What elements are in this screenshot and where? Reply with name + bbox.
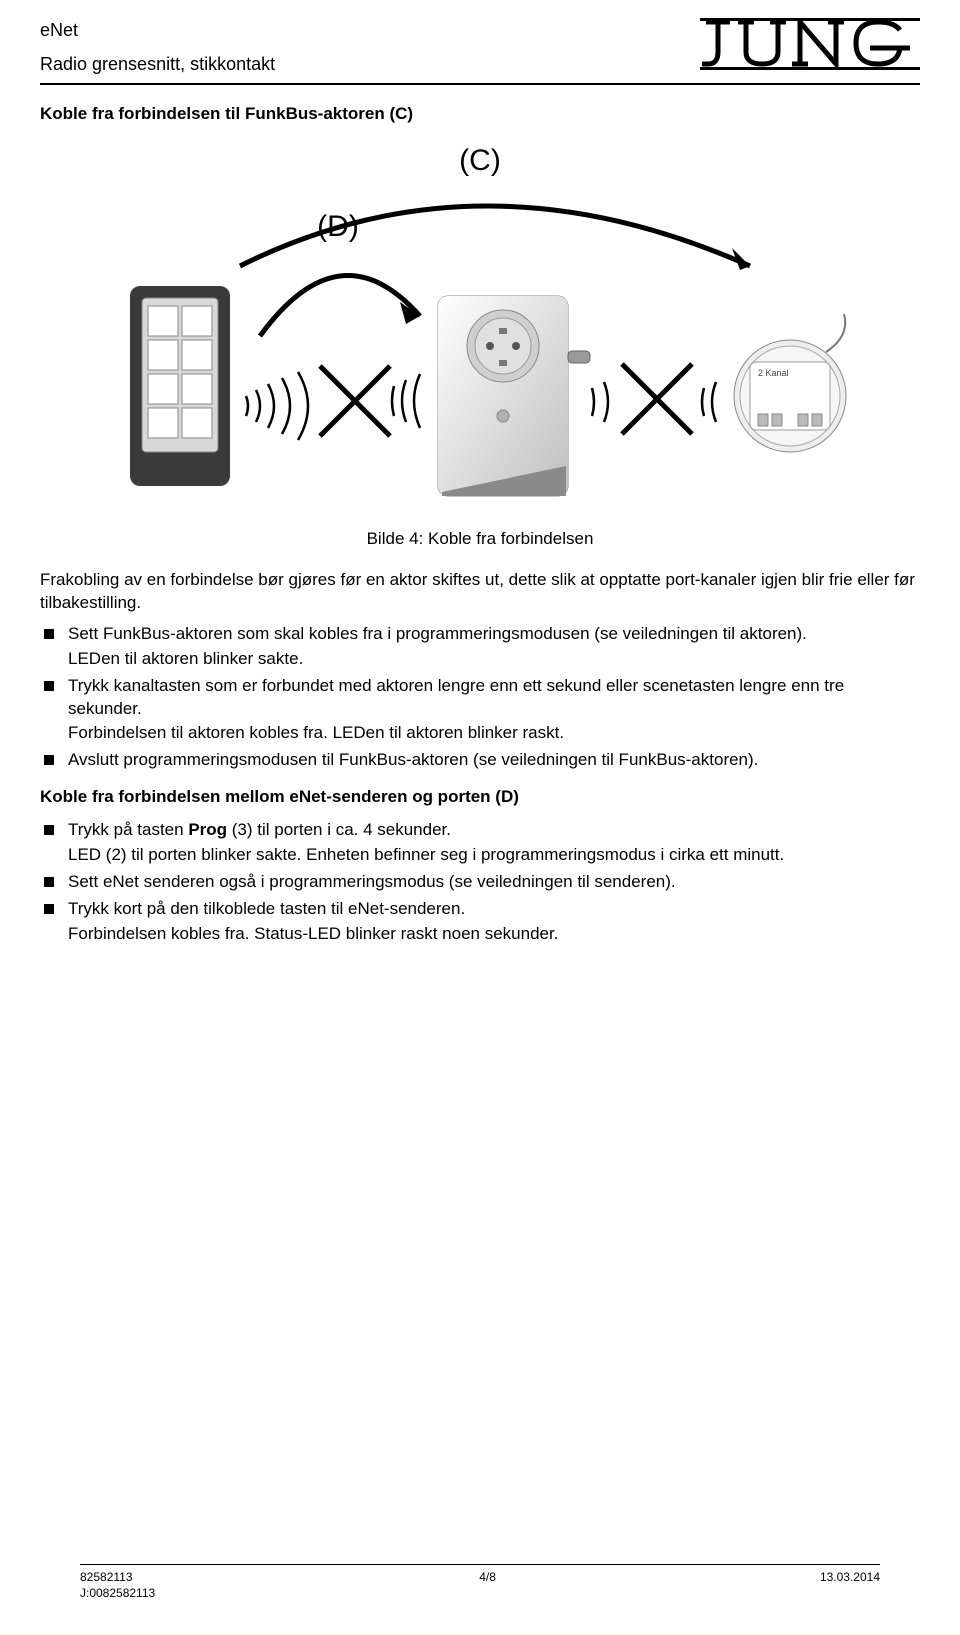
footer-center: 4/8 [479, 1569, 496, 1601]
page-footer: 82582113 J:0082582113 4/8 13.03.2014 [80, 1564, 880, 1601]
figure-4: (C) (D) [40, 136, 920, 516]
jung-logo-icon [700, 18, 920, 70]
text-post: (3) til porten i ca. 4 sekunder. [227, 820, 451, 839]
x-mark-right [622, 364, 692, 434]
arc-d [260, 275, 420, 336]
list-item-sub: LED (2) til porten blinker sakte. Enhete… [68, 844, 920, 867]
subhead: Koble fra forbindelsen mellom eNet-sende… [40, 786, 920, 809]
list-item: Trykk kanaltasten som er forbundet med a… [40, 675, 920, 746]
radio-waves-left [246, 372, 308, 440]
section-title: Koble fra forbindelsen til FunkBus-aktor… [40, 103, 920, 126]
module-label: 2 Kanal [758, 368, 789, 378]
figure-4-svg: (C) (D) [90, 136, 870, 516]
radio-waves-mid-right [592, 382, 608, 422]
figure-caption: Bilde 4: Koble fra forbindelsen [40, 528, 920, 551]
remote-device-icon [130, 286, 230, 486]
list-item: Avslutt programmeringsmodusen til FunkBu… [40, 749, 920, 772]
text-bold: Prog [188, 820, 227, 839]
list-item-main: Avslutt programmeringsmodusen til FunkBu… [68, 749, 920, 772]
header-text: eNet Radio grensesnitt, stikkontakt [40, 18, 275, 77]
radio-waves-mid-left [392, 374, 420, 428]
label-c: (C) [459, 144, 501, 177]
flush-module-icon: 2 Kanal [734, 314, 846, 452]
bullet-list-1: Sett FunkBus-aktoren som skal kobles fra… [40, 623, 920, 773]
intro-paragraph: Frakobling av en forbindelse bør gjøres … [40, 569, 920, 615]
page-header: eNet Radio grensesnitt, stikkontakt [40, 18, 920, 85]
list-item: Trykk på tasten Prog (3) til porten i ca… [40, 819, 920, 867]
list-item-sub: Forbindelsen kobles fra. Status-LED blin… [68, 923, 920, 946]
list-item-main: Sett eNet senderen også i programmerings… [68, 871, 920, 894]
list-item: Sett FunkBus-aktoren som skal kobles fra… [40, 623, 920, 671]
list-item-sub: Forbindelsen til aktoren kobles fra. LED… [68, 722, 920, 745]
footer-right: 13.03.2014 [820, 1569, 880, 1601]
list-item-main: Trykk kort på den tilkoblede tasten til … [68, 898, 920, 921]
brand-logo [700, 18, 920, 77]
text-pre: Trykk på tasten [68, 820, 188, 839]
label-d: (D) [317, 210, 359, 243]
footer-left2: J:0082582113 [80, 1585, 155, 1601]
socket-adapter-icon [438, 296, 590, 496]
list-item-main: Trykk på tasten Prog (3) til porten i ca… [68, 819, 920, 842]
footer-left1: 82582113 [80, 1569, 155, 1585]
list-item-sub: LEDen til aktoren blinker sakte. [68, 648, 920, 671]
header-line1: eNet [40, 18, 275, 42]
list-item-main: Trykk kanaltasten som er forbundet med a… [68, 675, 920, 721]
x-mark-left [320, 366, 390, 436]
bullet-list-2: Trykk på tasten Prog (3) til porten i ca… [40, 819, 920, 946]
header-line2: Radio grensesnitt, stikkontakt [40, 52, 275, 76]
list-item: Trykk kort på den tilkoblede tasten til … [40, 898, 920, 946]
list-item-main: Sett FunkBus-aktoren som skal kobles fra… [68, 623, 920, 646]
list-item: Sett eNet senderen også i programmerings… [40, 871, 920, 894]
radio-waves-right [702, 382, 716, 422]
footer-left: 82582113 J:0082582113 [80, 1569, 155, 1601]
